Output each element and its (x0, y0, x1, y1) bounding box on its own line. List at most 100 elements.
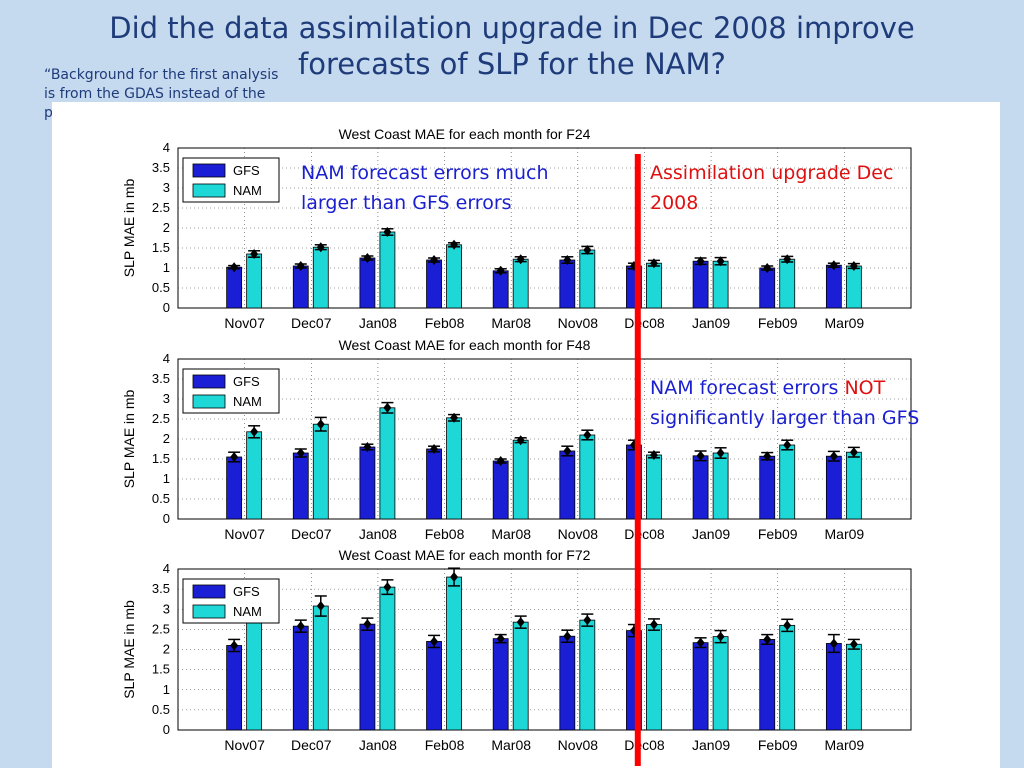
bar-gfs (559, 635, 576, 731)
x-tick-label: Dec08 (624, 315, 665, 331)
y-tick-label: 1 (163, 682, 170, 697)
value-marker (649, 450, 658, 460)
y-tick-label: 0.5 (152, 491, 170, 506)
chart-title: West Coast MAE for each month for F72 (339, 547, 591, 563)
bar-nam (246, 610, 263, 731)
bar-nam (312, 605, 329, 731)
y-tick-label: 3.5 (152, 581, 170, 596)
bar-gfs (226, 456, 243, 520)
annotation-not-sig-post: significantly larger than GFS (650, 407, 920, 429)
value-marker (516, 617, 525, 628)
bar-gfs (492, 638, 509, 731)
bar-nam (779, 258, 796, 309)
legend-swatch-nam (192, 604, 226, 619)
bar-gfs (226, 645, 243, 731)
y-tick-label: 2.5 (152, 200, 170, 215)
bar-gfs (559, 450, 576, 520)
x-tick-label: Jan09 (692, 526, 730, 542)
bar-gfs (759, 639, 776, 731)
slide-title: Did the data assimilation upgrade in Dec… (109, 11, 915, 81)
y-tick-label: 0 (163, 300, 170, 315)
x-tick-label: Dec07 (291, 526, 332, 542)
legend-label-gfs: GFS (233, 584, 260, 599)
x-tick-label: Mar09 (825, 315, 865, 331)
bar-nam (312, 423, 329, 520)
bar-nam (446, 244, 462, 309)
bar-gfs (559, 259, 576, 309)
value-marker (496, 633, 505, 644)
chart-panel-2: 0 0.5 1 1.5 2 2.5 3 3.5 4 Nov07 Dec07 Jan08 Feb08 Mar… (121, 337, 912, 542)
legend-swatch-gfs (192, 584, 226, 599)
legend-label-gfs: GFS (233, 374, 260, 389)
y-tick-label: 2 (163, 642, 170, 657)
legend-swatch-gfs (192, 163, 226, 178)
bar-nam (579, 434, 596, 520)
bar-gfs (426, 641, 442, 731)
legend-label-nam: NAM (233, 183, 262, 198)
bar-nam (712, 636, 729, 731)
bar-nam (779, 444, 796, 520)
bar-nam (379, 231, 396, 309)
value-marker (430, 255, 439, 265)
value-marker (783, 440, 792, 450)
value-marker (583, 245, 592, 255)
x-tick-label: Nov07 (224, 526, 265, 542)
value-marker (829, 260, 838, 271)
legend-swatch-gfs (192, 374, 226, 389)
x-tick-label: Jan08 (359, 737, 397, 753)
x-tick-label: Mar08 (491, 315, 531, 331)
bar-gfs (426, 448, 442, 520)
x-tick-label: Mar08 (491, 526, 531, 542)
bar-nam (712, 452, 729, 520)
bar-gfs (759, 267, 776, 309)
y-tick-label: 2.5 (152, 621, 170, 636)
value-marker (296, 261, 305, 271)
value-marker (696, 450, 705, 461)
value-marker (849, 447, 858, 458)
value-marker (849, 261, 858, 271)
bar-nam (646, 262, 662, 309)
legend-label-gfs: GFS (233, 163, 260, 178)
x-tick-label: Nov08 (558, 737, 599, 753)
bar-gfs (492, 270, 509, 309)
y-tick-label: 4 (163, 140, 170, 155)
bar-nam (512, 439, 529, 520)
value-marker (696, 637, 705, 648)
y-tick-label: 1 (163, 471, 170, 486)
x-tick-label: Jan08 (359, 315, 397, 331)
annotation-not-sig-red: NOT (844, 377, 886, 399)
y-tick-label: 2 (163, 220, 170, 235)
value-marker (849, 639, 858, 650)
bar-nam (845, 451, 862, 520)
value-marker (563, 631, 572, 642)
value-marker (716, 631, 725, 642)
bar-nam (845, 265, 862, 309)
bar-nam (512, 621, 529, 731)
value-marker (383, 402, 392, 413)
x-tick-label: Dec07 (291, 315, 332, 331)
y-tick-label: 3.5 (152, 160, 170, 175)
bar-gfs (292, 452, 309, 520)
x-tick-label: Dec07 (291, 737, 332, 753)
value-marker (230, 640, 239, 651)
value-marker (430, 444, 439, 454)
value-marker (763, 451, 772, 462)
x-tick-label: Nov08 (558, 315, 599, 331)
bar-nam (379, 407, 396, 520)
x-tick-label: Nov08 (558, 526, 599, 542)
legend-label-nam: NAM (233, 604, 262, 619)
x-tick-label: Jan09 (692, 737, 730, 753)
y-tick-label: 4 (163, 351, 170, 366)
annotation-assimilation-upgrade: Assimilation upgrade Dec 2008 (650, 162, 894, 214)
bar-nam (446, 576, 462, 731)
bar-gfs (426, 259, 442, 309)
bar-gfs (492, 460, 509, 520)
bar-nam (845, 643, 862, 731)
x-tick-label: Mar09 (825, 526, 865, 542)
y-axis-label: SLP MAE in mb (121, 600, 137, 699)
bar-gfs (292, 265, 309, 309)
chart-title: West Coast MAE for each month for F24 (339, 126, 591, 142)
x-tick-label: Dec08 (624, 737, 665, 753)
x-tick-label: Dec08 (624, 526, 665, 542)
bar-nam (712, 260, 729, 309)
